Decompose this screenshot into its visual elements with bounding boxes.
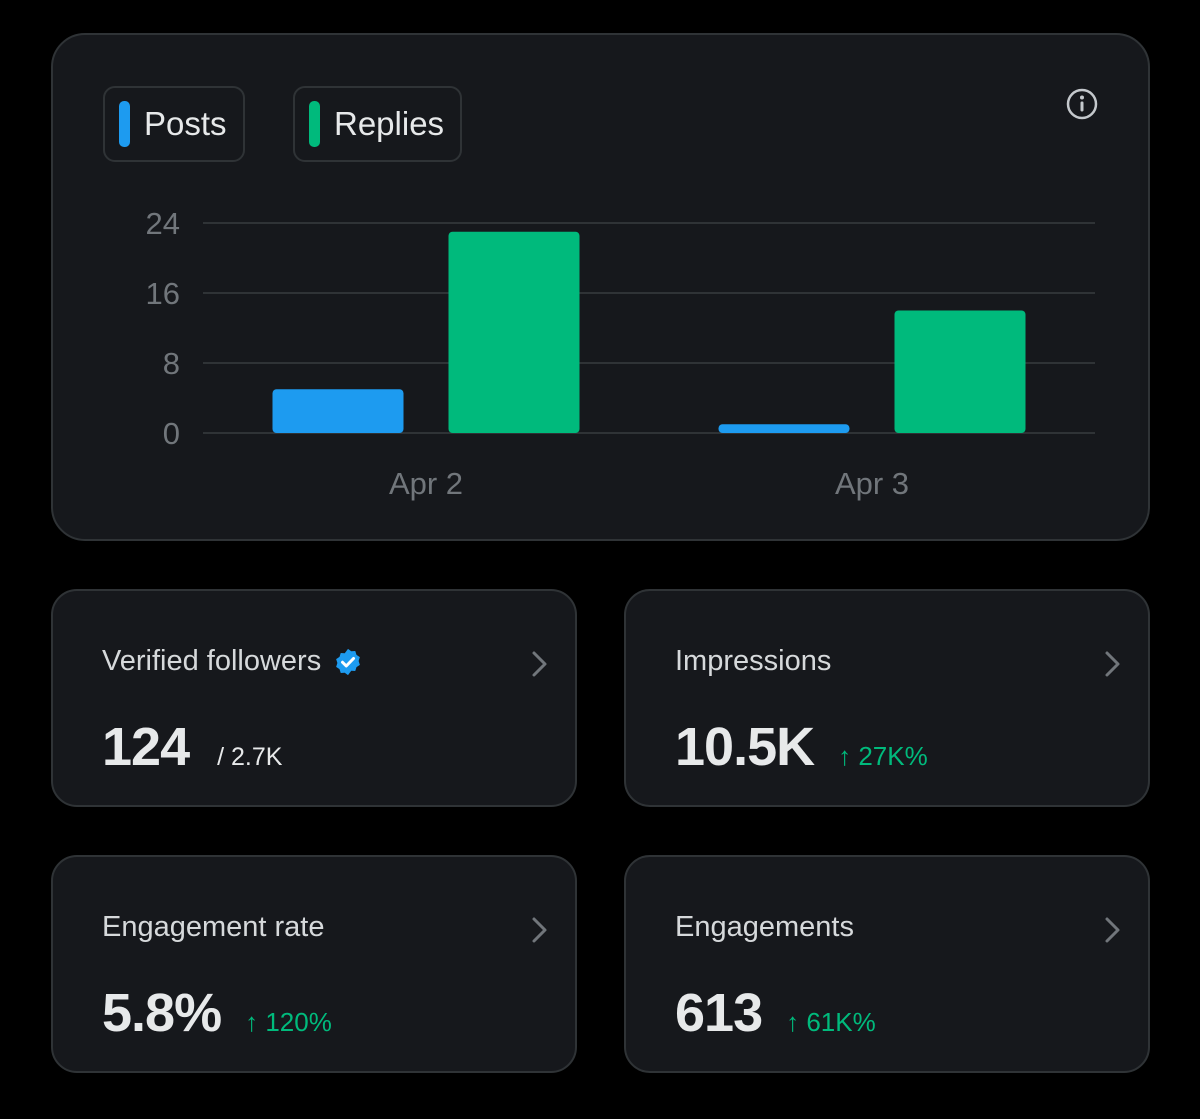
impressions-title: Impressions bbox=[675, 645, 832, 677]
replies-color-swatch bbox=[309, 101, 320, 147]
impressions-change: ↑ 27K% bbox=[838, 741, 928, 771]
chevron-right-icon bbox=[1105, 917, 1120, 943]
bar-replies-apr-3[interactable] bbox=[894, 310, 1026, 434]
engagements-value: 613 bbox=[675, 983, 763, 1043]
legend-posts-toggle[interactable]: Posts bbox=[103, 86, 245, 162]
bar-replies-apr-2[interactable] bbox=[448, 231, 580, 433]
verified-followers-value: 124 bbox=[102, 717, 190, 777]
x-tick-label: Apr 2 bbox=[389, 466, 463, 501]
engagements-change: ↑ 61K% bbox=[786, 1007, 876, 1037]
bar-chart: 0 8 16 24 Apr 2 Apr 3 bbox=[146, 206, 1095, 501]
impressions-value: 10.5K bbox=[675, 717, 815, 777]
engagements-title: Engagements bbox=[675, 911, 854, 943]
impressions-card[interactable]: Impressions 10.5K ↑ 27K% bbox=[624, 589, 1150, 807]
y-tick-label: 24 bbox=[146, 206, 180, 241]
engagement-rate-card[interactable]: Engagement rate 5.8% ↑ 120% bbox=[51, 855, 577, 1073]
legend-replies-label: Replies bbox=[334, 105, 445, 142]
bar-posts-apr-2[interactable] bbox=[272, 389, 404, 433]
engagement-rate-change: ↑ 120% bbox=[245, 1007, 332, 1037]
y-tick-label: 16 bbox=[146, 276, 180, 311]
engagements-card[interactable]: Engagements 613 ↑ 61K% bbox=[624, 855, 1150, 1073]
verified-followers-card[interactable]: Verified followers 124 / 2.7K bbox=[51, 589, 577, 807]
legend-replies-toggle[interactable]: Replies bbox=[293, 86, 462, 162]
engagement-rate-values: 5.8% ↑ 120% bbox=[102, 982, 332, 1044]
info-circle-icon[interactable] bbox=[1064, 86, 1100, 122]
x-tick-label: Apr 3 bbox=[835, 466, 909, 501]
legend-posts-label: Posts bbox=[144, 105, 227, 142]
total-followers-value: / 2.7K bbox=[217, 743, 283, 771]
verified-followers-title-row: Verified followers bbox=[102, 645, 363, 678]
verified-followers-values: 124 / 2.7K bbox=[102, 716, 282, 778]
chevron-right-icon bbox=[532, 917, 547, 943]
impressions-values: 10.5K ↑ 27K% bbox=[675, 716, 928, 778]
engagement-rate-title: Engagement rate bbox=[102, 911, 325, 943]
verified-badge-icon bbox=[336, 648, 361, 675]
verified-followers-title: Verified followers bbox=[102, 645, 322, 677]
y-tick-label: 8 bbox=[163, 346, 180, 381]
engagements-values: 613 ↑ 61K% bbox=[675, 982, 876, 1044]
engagement-rate-value: 5.8% bbox=[102, 983, 222, 1043]
posts-color-swatch bbox=[119, 101, 130, 147]
bar-posts-apr-3[interactable] bbox=[718, 424, 850, 433]
chart-card: 0 8 16 24 Apr 2 Apr 3 Posts Replies bbox=[51, 33, 1150, 541]
chevron-right-icon bbox=[532, 651, 547, 677]
chevron-right-icon bbox=[1105, 651, 1120, 677]
y-tick-label: 0 bbox=[163, 416, 180, 451]
